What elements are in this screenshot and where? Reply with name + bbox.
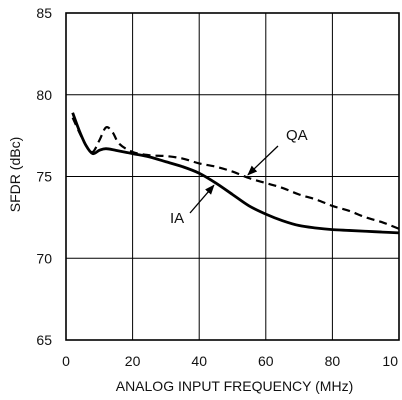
x-axis-title: ANALOG INPUT FREQUENCY (MHz) <box>116 378 354 394</box>
series-layer <box>71 112 400 235</box>
y-tick-label-4: 85 <box>36 5 52 21</box>
y-axis-title: SFDR (dBc) <box>7 137 23 212</box>
annotations: QA IA <box>170 127 308 227</box>
annotation-label-ia: IA <box>170 210 184 227</box>
y-tick-label-0: 65 <box>36 332 52 348</box>
x-tick-label-1: 20 <box>125 353 141 369</box>
x-tick-label-3: 60 <box>258 353 274 369</box>
x-tick-label-2: 40 <box>191 353 207 369</box>
series-qa-line <box>71 117 400 230</box>
x-tick-labels: 0 20 40 60 80 10 <box>62 353 398 369</box>
x-tick-label-0: 0 <box>62 353 70 369</box>
y-tick-label-2: 75 <box>36 169 52 185</box>
y-tick-labels: 65 70 75 80 85 <box>36 5 52 348</box>
x-tick-label-5: 10 <box>382 353 398 369</box>
annotation-label-qa: QA <box>286 127 308 144</box>
y-tick-label-1: 70 <box>36 250 52 266</box>
y-tick-label-3: 80 <box>36 87 52 103</box>
plot-frame <box>65 12 400 341</box>
annotation-arrow-ia <box>189 184 215 214</box>
series-ia-line <box>71 112 400 235</box>
x-tick-label-4: 80 <box>325 353 341 369</box>
annotation-arrow-qa <box>247 145 279 176</box>
grid-lines-y <box>66 94 399 259</box>
